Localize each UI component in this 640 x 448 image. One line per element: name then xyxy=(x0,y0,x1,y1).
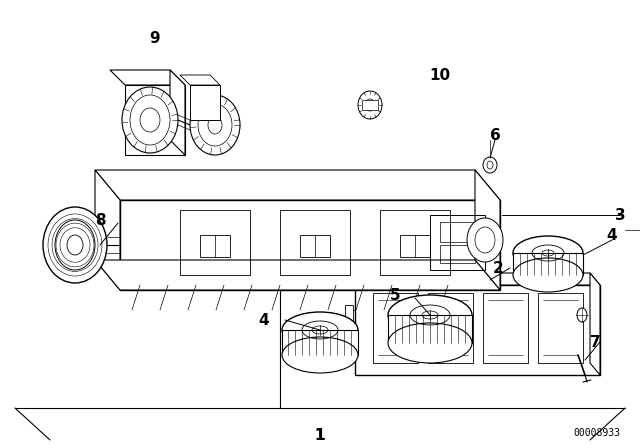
Bar xyxy=(345,305,353,320)
Polygon shape xyxy=(180,75,220,85)
Polygon shape xyxy=(282,330,358,355)
Bar xyxy=(190,85,220,120)
Text: 7: 7 xyxy=(589,335,600,349)
Polygon shape xyxy=(388,315,472,343)
Bar xyxy=(428,293,473,363)
Ellipse shape xyxy=(282,312,358,348)
Text: 4: 4 xyxy=(607,228,618,242)
Bar xyxy=(538,293,583,363)
Bar xyxy=(380,210,450,275)
Polygon shape xyxy=(475,170,500,290)
Polygon shape xyxy=(95,260,500,290)
Polygon shape xyxy=(513,253,583,275)
Polygon shape xyxy=(590,273,600,375)
Ellipse shape xyxy=(467,218,503,262)
Ellipse shape xyxy=(358,91,382,119)
Bar xyxy=(483,293,528,363)
Ellipse shape xyxy=(282,337,358,373)
Polygon shape xyxy=(110,70,185,85)
Text: 9: 9 xyxy=(150,30,160,46)
Bar xyxy=(430,215,485,270)
Bar xyxy=(440,222,475,242)
Ellipse shape xyxy=(190,95,240,155)
Bar xyxy=(180,210,250,275)
Bar xyxy=(345,330,353,345)
Text: 10: 10 xyxy=(429,68,451,82)
Polygon shape xyxy=(95,170,120,290)
Text: 5: 5 xyxy=(390,288,400,302)
Bar xyxy=(300,235,330,257)
Bar xyxy=(355,285,600,375)
Ellipse shape xyxy=(43,207,107,283)
Bar xyxy=(120,200,500,290)
Polygon shape xyxy=(95,170,500,200)
Text: 6: 6 xyxy=(490,128,500,142)
Text: 8: 8 xyxy=(95,212,106,228)
Bar xyxy=(373,293,418,363)
Bar xyxy=(440,245,475,263)
Text: 2: 2 xyxy=(493,260,504,276)
Ellipse shape xyxy=(122,87,178,153)
Bar xyxy=(362,100,378,110)
Ellipse shape xyxy=(513,236,583,270)
Text: 1: 1 xyxy=(315,427,325,443)
Polygon shape xyxy=(125,85,185,155)
Bar xyxy=(200,235,230,257)
Ellipse shape xyxy=(577,308,587,322)
Polygon shape xyxy=(345,273,600,285)
Text: 4: 4 xyxy=(259,313,269,327)
Ellipse shape xyxy=(513,258,583,292)
Text: 3: 3 xyxy=(614,207,625,223)
Bar xyxy=(400,235,430,257)
Ellipse shape xyxy=(388,295,472,335)
Text: 1: 1 xyxy=(315,427,325,443)
Polygon shape xyxy=(170,70,185,155)
Bar xyxy=(280,210,350,275)
Ellipse shape xyxy=(388,323,472,363)
Text: 00008933: 00008933 xyxy=(573,428,620,438)
